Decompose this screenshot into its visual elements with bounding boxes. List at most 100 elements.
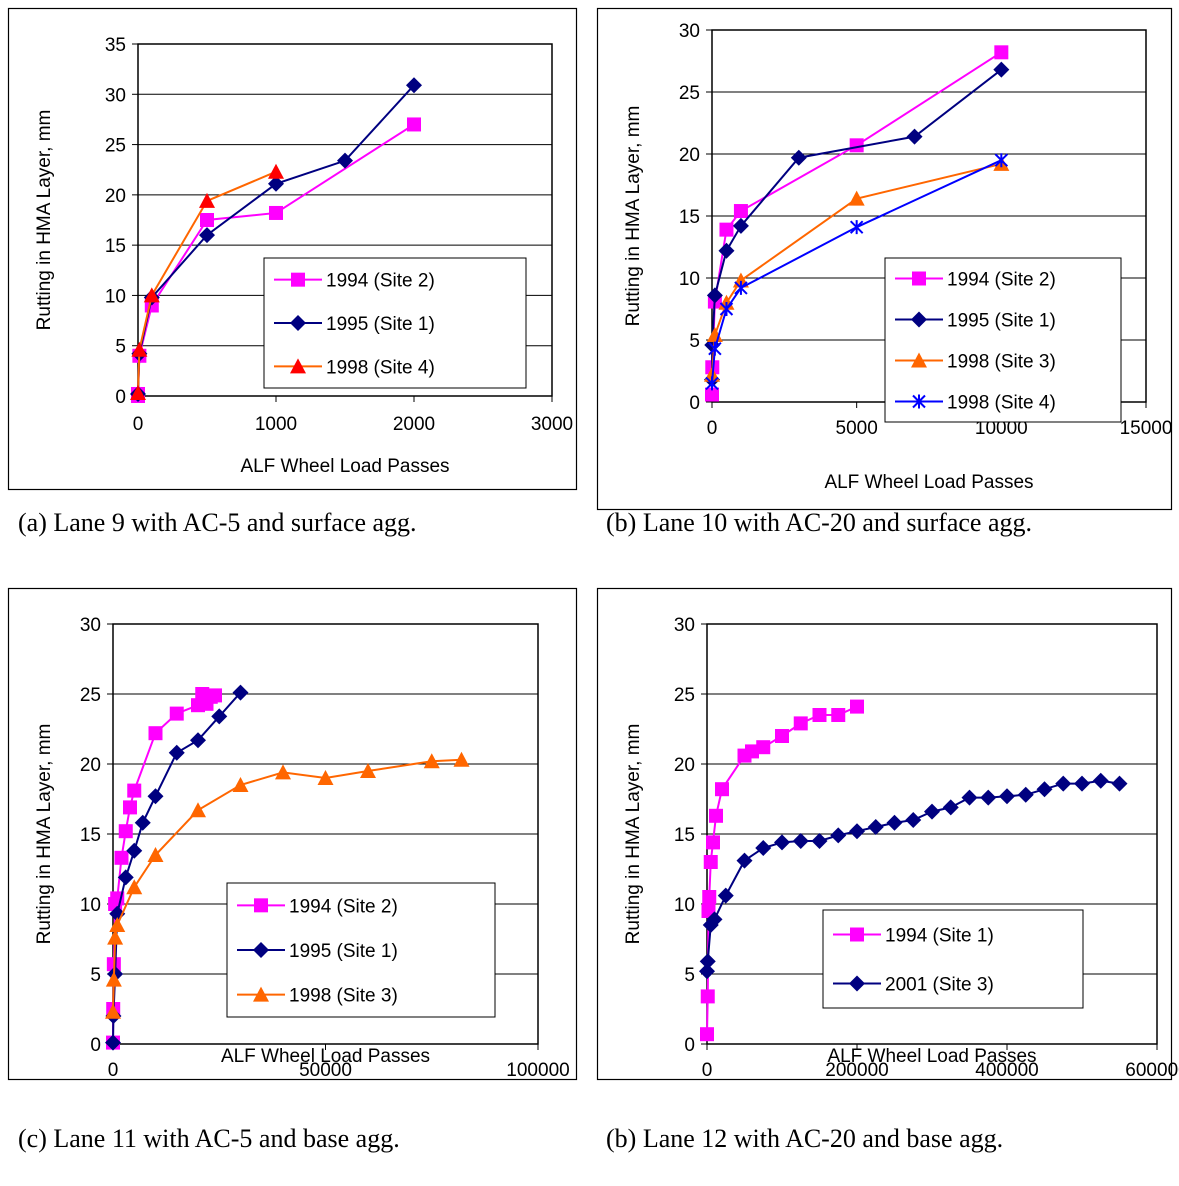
chart-d-series-1-point-24 (1092, 772, 1109, 789)
chart-d-series-1-point-10 (830, 827, 847, 844)
chart-panel-d: 0 5 10 15 20 25 30 0 200000 400000 600000 ALF Wheel… (596, 587, 1179, 1081)
chart-b-legend-label-3: 1998 (Site 4) (947, 393, 1056, 414)
chart-b-svg: 0 5 10 15 20 25 30 0 5000 10000 15000 ALF Wheel Loa… (596, 7, 1172, 511)
chart-b-series-3-point-3 (734, 280, 748, 295)
chart-c-ytick-label-1: 5 (90, 965, 101, 986)
chart-a-series-0-point-6 (407, 117, 421, 132)
chart-a-legend-marker-0 (291, 272, 305, 287)
chart-a-xtick-label-1: 1000 (255, 414, 297, 435)
chart-c-series-2-point-3 (109, 917, 126, 932)
chart-b-ytick-label-0: 0 (689, 393, 700, 414)
chart-a-ytick-label-7: 35 (105, 35, 126, 56)
chart-panel-c: 0 5 10 15 20 25 30 0 50000 100000 ALF Wheel Load P… (7, 587, 578, 1081)
chart-d-series-1-point-11 (849, 823, 865, 840)
chart-b-series-0-point-6 (994, 45, 1009, 60)
chart-d-series-0-point-7 (715, 782, 729, 797)
chart-b-ytick-label-2: 10 (679, 269, 700, 290)
chart-d-xtick-label-0: 0 (702, 1060, 713, 1081)
chart-a-ytick-label-2: 10 (105, 286, 126, 307)
chart-c-xtick-label-2: 100000 (506, 1060, 569, 1081)
chart-a-series-0-point-5 (269, 205, 283, 220)
chart-a-series-1-point-3 (199, 227, 215, 244)
chart-d-series-0-point-11 (775, 729, 789, 743)
chart-d-series-1 (699, 772, 1128, 980)
chart-c-series-0-point-9 (148, 726, 163, 741)
chart-d-series-0-point-5 (706, 835, 720, 850)
chart-d-series-0-point-10 (756, 740, 771, 755)
chart-b-series-1-point-3 (718, 242, 735, 259)
chart-c-series-1-point-4 (117, 869, 134, 886)
chart-a-series-2-point-0 (130, 384, 146, 400)
chart-c-series-0-point-15 (208, 688, 222, 703)
chart-c-series-0-point-10 (169, 706, 184, 721)
chart-d-series-1-point-18 (980, 789, 997, 806)
chart-c-legend-marker-2 (253, 986, 269, 1002)
chart-b-xtick-label-1: 5000 (836, 418, 878, 439)
chart-d-xtick-label-1: 200000 (825, 1060, 888, 1081)
chart-d-series-0-point-4 (703, 855, 718, 869)
chart-d-series-1-point-9 (811, 833, 828, 849)
chart-d-series-1-point-13 (886, 814, 903, 831)
chart-c-series-2-point-1 (105, 971, 122, 987)
chart-c-series-2-point-4 (126, 879, 143, 895)
chart-d-series-1-point-6 (755, 840, 772, 856)
chart-d-series-0-point-15 (850, 699, 864, 714)
chart-d-series-1-point-3 (706, 911, 723, 928)
chart-c-series-1-point-0 (105, 1034, 121, 1051)
chart-d-series-0-point-3 (702, 890, 717, 904)
chart-c-legend-marker-0 (254, 898, 268, 913)
chart-b-series-3-point-2 (719, 302, 734, 316)
chart-panel-b: 0 5 10 15 20 25 30 0 5000 10000 15000 ALF Wheel Loa… (596, 7, 1172, 511)
chart-b-xlabel: ALF Wheel Load Passes (824, 472, 1033, 493)
chart-c-series-0-point-7 (123, 800, 137, 815)
chart-c-series-1-point-8 (168, 744, 185, 761)
caption-d: (b) Lane 12 with AC-20 and base agg. (606, 1124, 1004, 1153)
chart-a-frame (7, 7, 578, 491)
chart-b-xtick-label-0: 0 (707, 418, 718, 439)
chart-c-ytick-label-3: 15 (80, 825, 101, 846)
chart-c-xlabel: ALF Wheel Load Passes (221, 1046, 430, 1067)
chart-d-series-0-point-14 (831, 708, 846, 722)
chart-c-series-2-point-10 (360, 763, 376, 778)
chart-a-ytick-label-5: 25 (105, 136, 126, 157)
chart-a-legend-marker-1 (290, 315, 306, 331)
chart-b-series-3-point-1 (708, 341, 722, 356)
chart-d-series-0 (700, 699, 864, 1042)
chart-d-ytick-label-1: 5 (684, 965, 695, 986)
chart-b-ytick-label-5: 25 (679, 83, 700, 104)
chart-a-series-2-point-2 (143, 287, 160, 303)
chart-a-series-1-point-5 (337, 152, 353, 169)
chart-a-xlabel: ALF Wheel Load Passes (240, 456, 449, 477)
chart-c-ytick-label-4: 20 (80, 755, 101, 776)
chart-d-series-0-point-6 (709, 808, 723, 823)
chart-a-series-2-point-1 (131, 341, 148, 357)
chart-c-series-1-point-9 (190, 732, 206, 749)
chart-d-series-1-point-5 (736, 852, 753, 869)
chart-b-ylabel: Rutting in HMA Layer, mm (623, 106, 644, 327)
chart-d-ytick-label-6: 30 (674, 615, 695, 636)
chart-c-xtick-label-0: 0 (108, 1060, 119, 1081)
chart-d-legend-label-0: 1994 (Site 1) (885, 926, 994, 947)
chart-d-series-1-point-1 (699, 953, 716, 970)
chart-a-series-2 (130, 163, 284, 400)
chart-d-series-1-point-20 (1017, 786, 1034, 803)
chart-b-legend-label-0: 1994 (Site 2) (947, 270, 1056, 291)
chart-d-legend-marker-1 (849, 975, 865, 992)
chart-c-legend-label-0: 1994 (Site 2) (289, 896, 398, 917)
chart-b-legend-label-1: 1995 (Site 1) (947, 311, 1056, 332)
caption-a: (a) Lane 9 with AC-5 and surface agg. (18, 508, 417, 537)
chart-d-series-1-point-19 (999, 788, 1015, 805)
chart-d-series-1-point-14 (905, 812, 922, 828)
chart-b-ytick-label-6: 30 (679, 21, 700, 42)
chart-d-svg: 0 5 10 15 20 25 30 0 200000 400000 600000 ALF Wheel… (596, 587, 1179, 1081)
chart-c-legend-label-2: 1998 (Site 3) (289, 986, 398, 1007)
chart-b-legend-marker-3 (912, 394, 926, 409)
chart-d-series-1-point-16 (942, 799, 959, 816)
chart-c-ytick-label-6: 30 (80, 615, 101, 636)
chart-c-legend-label-1: 1995 (Site 1) (289, 941, 398, 962)
chart-a-series-1-point-4 (268, 175, 284, 192)
chart-c-ytick-label-2: 10 (80, 895, 101, 916)
chart-a-legend: 1994 (Site 2) 1995 (Site 1) 1998 (Site 4) (263, 257, 527, 389)
chart-d-series-1-point-8 (792, 833, 809, 849)
chart-c-series-0-point-5 (114, 850, 129, 865)
